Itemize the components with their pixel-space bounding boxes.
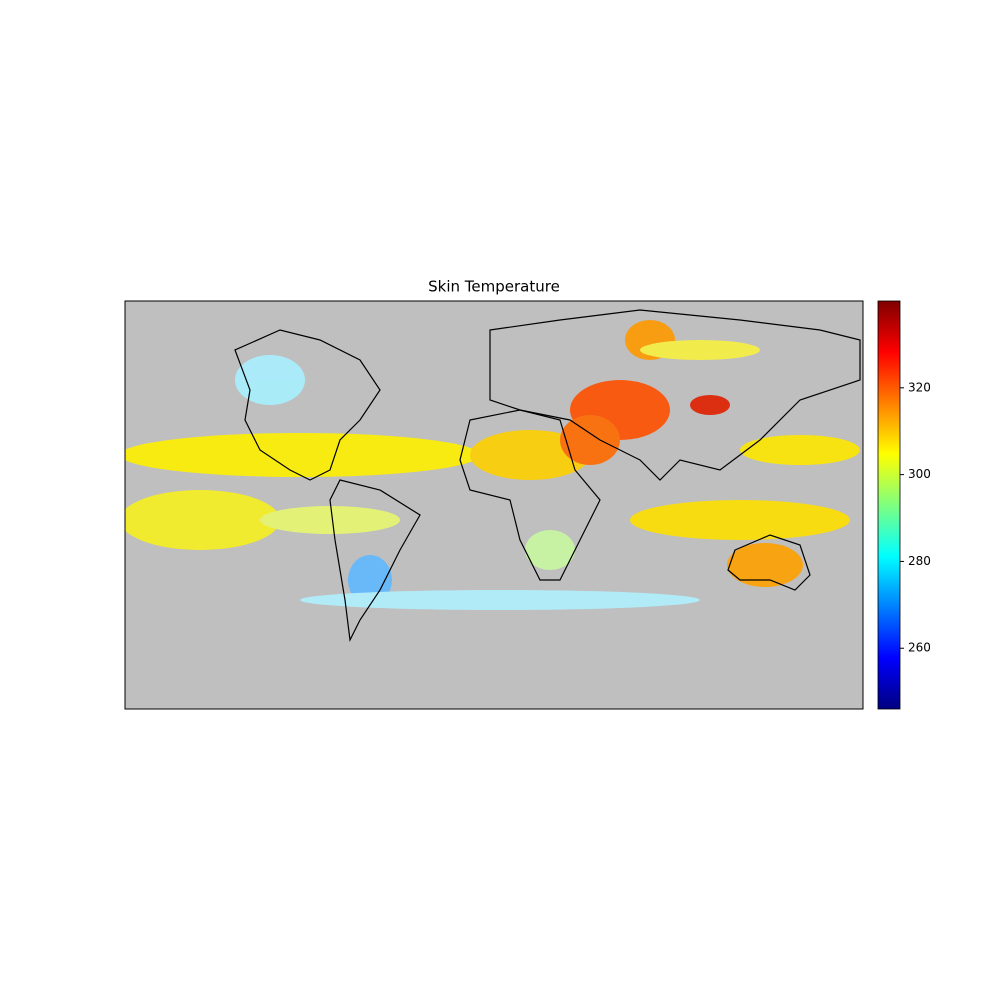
map-frame — [124, 300, 864, 710]
field-patch — [690, 395, 730, 415]
coastline — [727, 534, 811, 591]
field-patch — [235, 355, 305, 405]
field-patch — [125, 433, 480, 477]
field-patch — [640, 340, 760, 360]
colorbar-tick-label: 280 — [908, 554, 931, 568]
field-patch — [525, 530, 575, 570]
coastline — [234, 329, 381, 481]
colorbar — [877, 300, 901, 710]
colorbar-tick-label: 320 — [908, 380, 931, 394]
field-patch — [560, 415, 620, 465]
coastline — [489, 309, 861, 481]
field-patch — [300, 590, 700, 610]
coastline — [459, 409, 601, 581]
field-patch — [630, 500, 850, 540]
field-patch — [125, 490, 280, 550]
temperature-field — [125, 320, 860, 610]
chart-title: Skin Temperature — [428, 278, 560, 296]
field-patch — [260, 506, 400, 534]
colorbar-tick-label: 300 — [908, 467, 931, 481]
map-field — [125, 301, 863, 709]
field-patch — [740, 435, 860, 465]
coastlines — [234, 309, 861, 643]
field-patch — [727, 543, 803, 587]
colorbar-tick-label: 260 — [908, 641, 931, 655]
field-patch — [470, 430, 590, 480]
coastline — [329, 479, 421, 643]
